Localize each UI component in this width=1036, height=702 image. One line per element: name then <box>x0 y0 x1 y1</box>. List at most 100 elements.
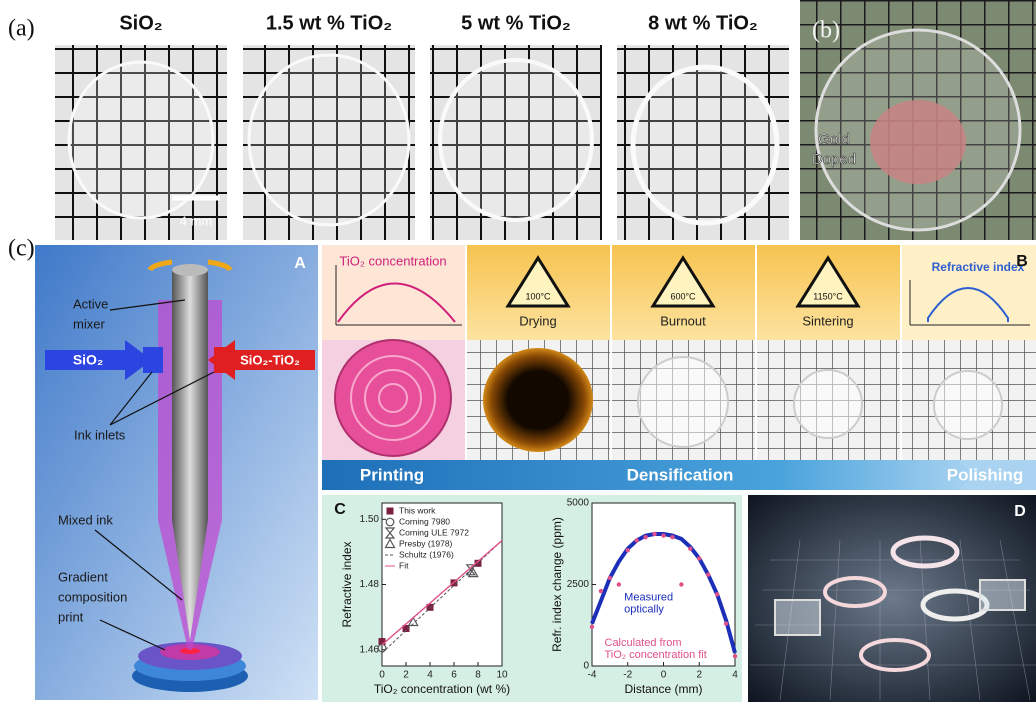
panel-label: C <box>334 501 346 518</box>
point <box>715 592 719 596</box>
inlet <box>143 347 163 373</box>
y-tick-label: 5000 <box>567 498 590 509</box>
annotation: TiO₂ concentration fit <box>605 649 707 661</box>
block <box>980 580 1025 610</box>
step-name: Sintering <box>802 313 853 328</box>
y-tick-label: 1.48 <box>360 579 380 590</box>
nozzle-top <box>172 264 208 276</box>
annotation: Gold <box>818 131 850 148</box>
disk <box>638 357 728 447</box>
legend-label: This work <box>399 505 436 515</box>
sample-title: SiO₂ <box>119 12 162 34</box>
step-name: Burnout <box>660 313 706 328</box>
stage-label: Printing <box>360 465 424 484</box>
y-tick-label: 1.50 <box>360 514 380 525</box>
point <box>652 532 656 536</box>
legend-label: Presby (1978) <box>399 538 453 548</box>
y-tick-label: 2500 <box>567 579 590 590</box>
panel-label: (b) <box>812 18 840 44</box>
legend-label: Fit <box>399 560 409 570</box>
point <box>733 654 737 658</box>
point <box>617 582 621 586</box>
point <box>643 535 647 539</box>
disk <box>794 370 862 438</box>
annotation: mixer <box>73 316 105 331</box>
point <box>706 573 710 577</box>
x-tick-label: 2 <box>403 670 409 681</box>
y-axis-label: Refractive index <box>340 541 354 627</box>
sample-title: 8 wt % TiO₂ <box>648 12 758 34</box>
sample-title: 5 wt % TiO₂ <box>461 12 571 34</box>
legend-label: Schultz (1976) <box>399 549 454 559</box>
point <box>608 576 612 580</box>
panel-label: (c) <box>8 236 35 262</box>
x-axis-label: TiO₂ concentration (wt %) <box>374 682 510 696</box>
x-tick-label: 0 <box>379 670 385 681</box>
point <box>590 625 594 629</box>
disk <box>934 371 1002 439</box>
page: body { margin: 0; background: #fff; font… <box>0 0 1036 702</box>
legend-swatch <box>387 508 394 515</box>
x-tick-label: 8 <box>475 670 481 681</box>
panel-label: (a) <box>8 16 35 42</box>
annotation: Gradient <box>58 569 108 584</box>
annotation: optically <box>624 603 664 615</box>
annotation: Measured <box>624 591 673 603</box>
x-tick-label: -2 <box>623 670 632 681</box>
annotation: Mixed ink <box>58 512 113 527</box>
sample-photos <box>55 45 789 240</box>
y-tick-label: 1.46 <box>360 644 380 655</box>
point <box>724 621 728 625</box>
inlet <box>214 347 234 373</box>
legend-label: Corning ULE 7972 <box>399 527 469 537</box>
point <box>697 556 701 560</box>
inlet-label: SiO₂ <box>73 352 103 368</box>
x-axis-label: Distance (mm) <box>624 682 702 696</box>
scale-label: 4 mm <box>180 213 213 228</box>
disk <box>440 60 592 220</box>
annotation: Active <box>73 296 108 311</box>
temperature: 600°C <box>670 291 696 301</box>
y-axis-label: Refr. index change (ppm) <box>550 517 564 652</box>
panel-label: A <box>294 255 306 272</box>
x-tick-label: 4 <box>427 670 433 681</box>
dried-disk <box>483 348 593 452</box>
temperature: 100°C <box>525 291 551 301</box>
block <box>775 600 820 635</box>
point <box>688 546 692 550</box>
x-tick-label: 4 <box>732 670 738 681</box>
point <box>634 538 638 542</box>
temperature: 1150°C <box>813 291 843 301</box>
printed-disk <box>335 340 451 456</box>
point <box>661 533 665 537</box>
disk <box>249 55 409 225</box>
figure: (a) SiO₂ 1.5 wt % TiO₂ 5 wt % TiO₂ 8 wt … <box>0 0 1036 702</box>
point <box>679 582 683 586</box>
step-name: Drying <box>519 313 557 328</box>
panel-label: B <box>1016 253 1028 270</box>
x-tick-label: 0 <box>661 670 667 681</box>
disk <box>69 62 213 218</box>
annotation: Calculated from <box>605 637 682 649</box>
legend-label: Corning 7980 <box>399 516 450 526</box>
axis-label: Refractive index <box>932 260 1025 274</box>
axis-label: TiO₂ concentration <box>339 253 446 268</box>
point <box>599 589 603 593</box>
annotation: Ink inlets <box>74 427 126 442</box>
panel-label: D <box>1014 503 1026 520</box>
annotation: print <box>58 609 84 624</box>
x-tick-label: 10 <box>496 670 508 681</box>
x-tick-label: 2 <box>696 670 702 681</box>
inlet-label: SiO₂-TiO₂ <box>240 352 300 367</box>
gold-region <box>870 100 966 184</box>
stage-label: Polishing <box>947 465 1024 484</box>
annotation: Doped <box>812 151 856 168</box>
point <box>670 535 674 539</box>
y-tick-label: 0 <box>583 661 589 672</box>
disk <box>633 67 777 223</box>
x-tick-label: 6 <box>451 670 457 681</box>
point <box>626 548 630 552</box>
stage-label: Densification <box>627 465 734 484</box>
annotation: composition <box>58 589 127 604</box>
sample-title: 1.5 wt % TiO₂ <box>266 12 392 34</box>
